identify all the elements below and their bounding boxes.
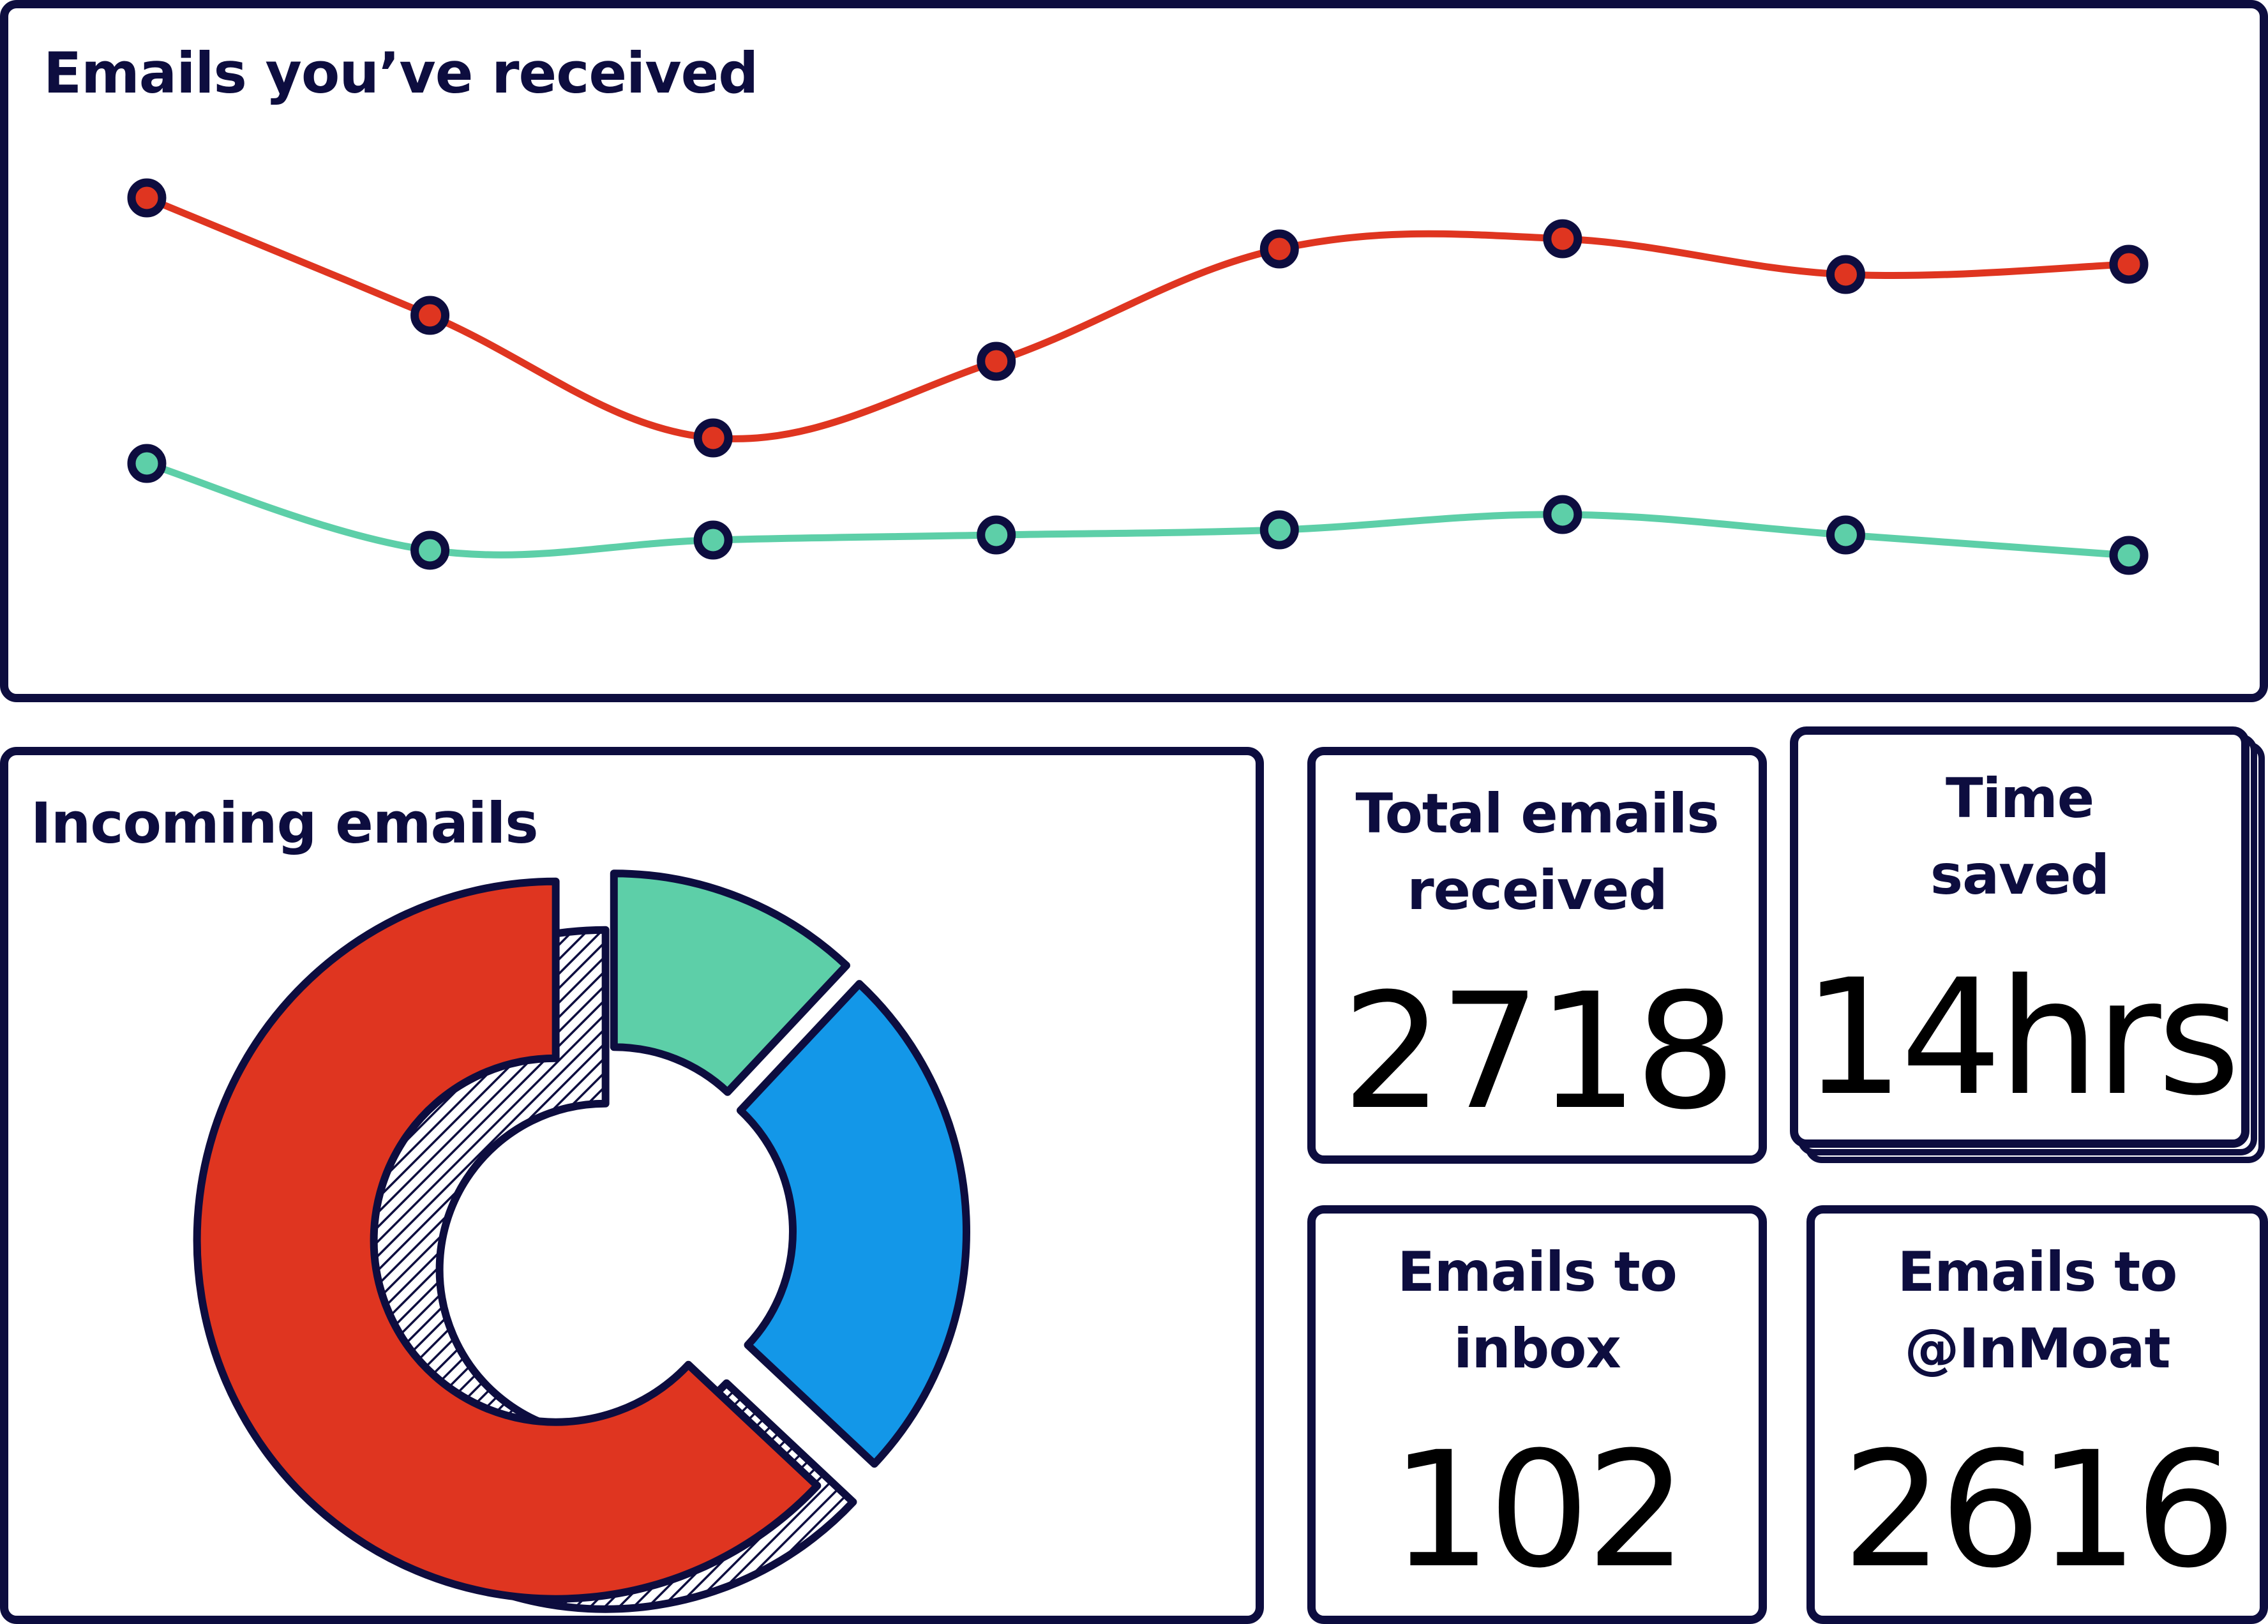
stat-card-label: Time saved — [1930, 767, 2110, 907]
stat-card-value: 2616 — [1842, 1417, 2236, 1603]
series-line-1 — [143, 194, 2133, 442]
stat-card-label: Total emails received — [1355, 782, 1719, 922]
data-point — [1259, 229, 1299, 269]
line-chart — [127, 178, 2149, 575]
stat-card-emails-to-inmoat: Emails to @InMoat 2616 — [1806, 1205, 2268, 1624]
line-chart-panel: Emails you’ve received — [0, 0, 2268, 702]
data-point — [127, 444, 167, 483]
series-line-2 — [143, 460, 2133, 559]
data-point — [693, 418, 733, 458]
stat-card-value: 14hrs — [1803, 945, 2241, 1131]
data-point — [2109, 536, 2149, 575]
stat-card-time-saved: Time saved 14hrs — [1790, 726, 2249, 1148]
data-point — [1826, 515, 1865, 555]
stat-card-value: 102 — [1390, 1417, 1687, 1603]
stat-card-total-emails: Total emails received 2718 — [1307, 747, 1767, 1164]
data-point — [410, 296, 450, 335]
donut-slice — [193, 877, 822, 1603]
donut-chart — [193, 869, 970, 1613]
stat-card-label: Emails to @InMoat — [1897, 1240, 2178, 1381]
donut-chart-title: Incoming emails — [31, 790, 539, 856]
data-point — [693, 520, 733, 560]
data-point — [2109, 244, 2149, 284]
donut-slice — [736, 980, 970, 1468]
data-point — [1543, 495, 1582, 534]
data-point — [1826, 255, 1865, 294]
data-point — [977, 515, 1016, 555]
donut-slice — [610, 869, 850, 1096]
line-chart-title: Emails you’ve received — [43, 40, 758, 106]
data-point — [127, 178, 167, 218]
stat-card-label: Emails to inbox — [1397, 1240, 1678, 1381]
data-point — [1259, 510, 1299, 550]
data-point — [410, 530, 450, 570]
stat-card-emails-to-inbox: Emails to inbox 102 — [1307, 1205, 1767, 1624]
data-point — [977, 342, 1016, 381]
data-point — [1543, 219, 1582, 259]
stat-card-value: 2718 — [1341, 959, 1736, 1145]
